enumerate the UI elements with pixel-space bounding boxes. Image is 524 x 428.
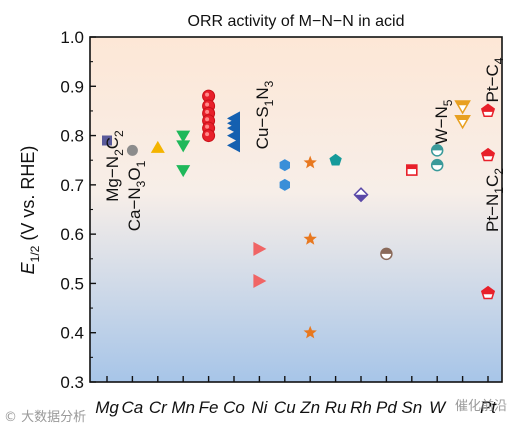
annotation-ca-part: O xyxy=(125,167,144,180)
svg-text:Ca−N3O1: Ca−N3O1 xyxy=(125,160,148,231)
data-point-pt-alt-30 xyxy=(454,100,471,115)
data-point-ni-17 xyxy=(253,241,267,256)
x-tick-label-pd: Pd xyxy=(376,398,397,417)
annotation-ptn-part: 2 xyxy=(492,168,506,175)
annotation-cu: Cu−S1N3 xyxy=(253,80,276,149)
annotation-mg-part: 2 xyxy=(112,149,126,156)
y-axis-label-sub: 1/2 xyxy=(28,245,42,262)
data-point-ru-24 xyxy=(329,153,342,166)
y-axis: 0.3 0.4 0.5 0.6 0.7 0.8 0.9 1.0 xyxy=(60,28,96,392)
data-point-ca-1 xyxy=(126,144,138,156)
x-tick-label-ni: Ni xyxy=(251,398,268,417)
svg-text:E1/2 (V vs. RHE): E1/2 (V vs. RHE) xyxy=(18,146,42,275)
annotation-ptn-part: Pt−N xyxy=(483,194,502,232)
annotation-ca-part: 1 xyxy=(134,160,148,167)
y-tick-label: 0.6 xyxy=(60,225,84,244)
annotation-mg-part: Mg−N xyxy=(103,156,122,202)
annotation-ca: Ca−N3O1 xyxy=(125,160,148,231)
data-point-w-28 xyxy=(430,144,444,157)
y-axis-label-rest: (V vs. RHE) xyxy=(18,146,38,246)
annotation-ca-part: 3 xyxy=(134,180,148,187)
annotation-ca-part: Ca−N xyxy=(125,187,144,231)
data-point-cu-20 xyxy=(279,178,290,191)
annotation-ptn-part: 1 xyxy=(492,187,506,194)
annotation-ptn-part: C xyxy=(483,175,502,187)
chart-title: ORR activity of M−N−N in acid xyxy=(188,13,405,30)
x-tick-label-rh: Rh xyxy=(350,398,372,417)
y-tick-label: 0.5 xyxy=(60,274,84,293)
data-point-fe-11 xyxy=(202,129,216,143)
watermark-left: © 大数据分析 xyxy=(4,410,86,425)
annotation-cu-part: N xyxy=(253,87,272,99)
annotation-ptc-part: Pt−C xyxy=(483,64,502,102)
x-tick-label-co: Co xyxy=(223,398,245,417)
data-point-zn-21 xyxy=(303,155,317,169)
y-tick-label: 0.8 xyxy=(60,127,84,146)
data-point-pt-34 xyxy=(480,285,496,300)
annotation-mg-part: 2 xyxy=(112,130,126,137)
annotation-cu-part: Cu−S xyxy=(253,106,272,149)
x-tick-label-sn: Sn xyxy=(401,398,422,417)
annotation-mg: Mg−N2C2 xyxy=(103,130,126,202)
x-tick-label-cr: Cr xyxy=(149,398,168,417)
data-point-zn-23 xyxy=(303,325,317,339)
annotation-cu-part: 1 xyxy=(262,99,276,106)
data-point-co-16 xyxy=(227,138,240,153)
data-point-pt-alt-31 xyxy=(454,115,471,130)
x-axis: Mg Ca Cr Mn Fe Co Ni Cu Zn Ru Rh Pd Sn W Pt xyxy=(95,376,497,417)
svg-text:Pt−N1C2: Pt−N1C2 xyxy=(483,168,506,232)
svg-text:Pt−C4: Pt−C4 xyxy=(483,57,506,102)
data-point-rh-25 xyxy=(353,187,369,203)
svg-text:Cu−S1N3: Cu−S1N3 xyxy=(253,80,276,149)
y-axis-label: E1/2 (V vs. RHE) xyxy=(18,146,42,275)
annotation-mg-part: C xyxy=(103,137,122,149)
y-tick-label: 1.0 xyxy=(60,28,84,47)
annotation-ptc-part: 4 xyxy=(492,57,506,64)
annotation-ptc: Pt−C4 xyxy=(483,57,506,102)
data-point-mg-0 xyxy=(102,135,112,146)
data-point-cr-2 xyxy=(150,140,165,153)
y-axis-label-main: E xyxy=(18,261,38,274)
data-point-sn-27 xyxy=(405,164,418,176)
data-point-cu-19 xyxy=(279,159,290,172)
data-point-mn-5 xyxy=(176,165,191,178)
annotation-ptn: Pt−N1C2 xyxy=(483,168,506,232)
x-tick-label-ca: Ca xyxy=(122,398,144,417)
y-tick-label: 0.9 xyxy=(60,77,84,96)
y-tick-label: 0.4 xyxy=(60,324,84,343)
data-point-pd-26 xyxy=(380,247,393,261)
x-tick-label-w: W xyxy=(429,398,447,417)
annotation-w: W−N5 xyxy=(432,99,455,144)
x-tick-label-mn: Mn xyxy=(171,398,195,417)
x-tick-label-mg: Mg xyxy=(95,398,119,417)
y-tick-label: 0.7 xyxy=(60,176,84,195)
y-tick-label: 0.3 xyxy=(60,373,84,392)
svg-text:Mg−N2C2: Mg−N2C2 xyxy=(103,130,126,202)
plot-background xyxy=(90,37,502,382)
x-tick-label-ru: Ru xyxy=(325,398,347,417)
data-point-ni-18 xyxy=(253,273,267,288)
annotation-w-part: W−N xyxy=(432,106,451,144)
data-points xyxy=(102,89,496,339)
data-point-mn-4 xyxy=(176,140,191,153)
annotation-cu-part: 3 xyxy=(262,80,276,87)
data-point-w-29 xyxy=(430,158,444,172)
annotation-w-part: 5 xyxy=(441,99,455,106)
data-point-zn-22 xyxy=(303,232,317,245)
x-tick-label-zn: Zn xyxy=(299,398,320,417)
data-point-pt-33 xyxy=(480,147,496,162)
watermark-right: 催化前沿 xyxy=(455,398,507,414)
x-tick-label-cu: Cu xyxy=(274,398,296,417)
data-point-pt-32 xyxy=(480,103,496,117)
x-tick-label-pt: Pt xyxy=(480,398,497,417)
data-point-mn-3 xyxy=(176,130,191,143)
svg-text:W−N5: W−N5 xyxy=(432,99,455,144)
data-point-co-15 xyxy=(227,128,240,143)
x-tick-label-fe: Fe xyxy=(199,398,219,417)
